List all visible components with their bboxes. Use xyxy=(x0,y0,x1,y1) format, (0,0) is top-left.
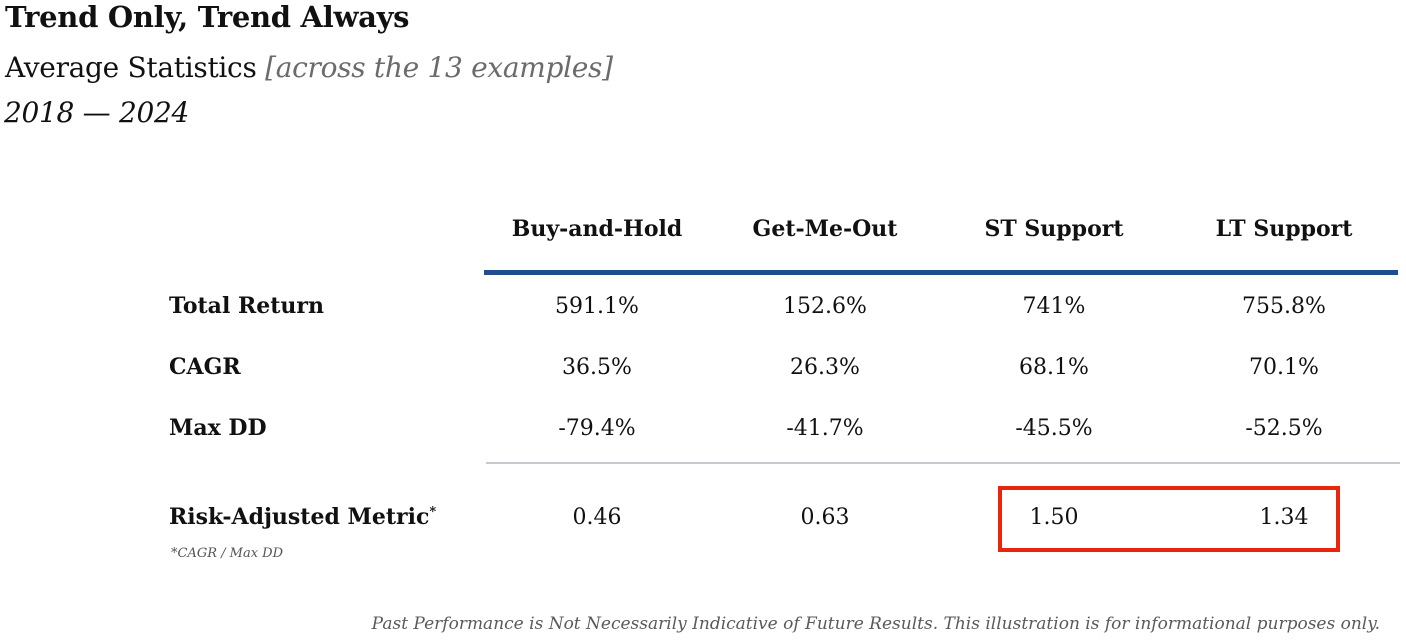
table-cell: 36.5% xyxy=(562,355,632,380)
subtitle-text: Average Statistics xyxy=(5,51,257,84)
row-label-risk-adjusted-metric: Risk-Adjusted Metric* xyxy=(169,504,436,530)
table-cell: 0.46 xyxy=(572,505,622,530)
table-cell: -41.7% xyxy=(786,416,864,441)
footnote-marker: * xyxy=(429,504,437,520)
footnote: *CAGR / Max DD xyxy=(171,546,284,561)
table-cell: 26.3% xyxy=(790,355,860,380)
table-cell: 1.50 xyxy=(1029,505,1079,530)
table-cell: 1.34 xyxy=(1259,505,1309,530)
highlight-box xyxy=(998,486,1340,552)
column-header-get-me-out: Get-Me-Out xyxy=(752,216,898,242)
page-title: Trend Only, Trend Always xyxy=(5,0,410,34)
table-cell: 70.1% xyxy=(1249,355,1319,380)
table-cell: 741% xyxy=(1022,294,1086,319)
row-label-total-return: Total Return xyxy=(169,293,324,319)
metric-divider xyxy=(486,462,1400,464)
table-cell: -79.4% xyxy=(558,416,636,441)
table-cell: -45.5% xyxy=(1015,416,1093,441)
disclaimer: Past Performance is Not Necessarily Indi… xyxy=(371,614,1380,634)
column-header-st-support: ST Support xyxy=(984,216,1124,242)
row-label-cagr: CAGR xyxy=(169,354,241,380)
page-subtitle: Average Statistics [across the 13 exampl… xyxy=(5,51,613,84)
table-cell: 152.6% xyxy=(783,294,867,319)
column-header-lt-support: LT Support xyxy=(1215,216,1353,242)
table-cell: -52.5% xyxy=(1245,416,1323,441)
header-divider xyxy=(484,270,1398,275)
table-cell: 755.8% xyxy=(1242,294,1326,319)
table-cell: 591.1% xyxy=(555,294,639,319)
subtitle-note: [across the 13 examples] xyxy=(265,51,613,84)
metric-label: Risk-Adjusted Metric xyxy=(169,504,430,530)
row-label-max-dd: Max DD xyxy=(169,415,267,441)
column-header-buy-and-hold: Buy-and-Hold xyxy=(511,216,683,242)
table-cell: 0.63 xyxy=(800,505,850,530)
table-cell: 68.1% xyxy=(1019,355,1089,380)
date-range: 2018 — 2024 xyxy=(4,96,190,129)
